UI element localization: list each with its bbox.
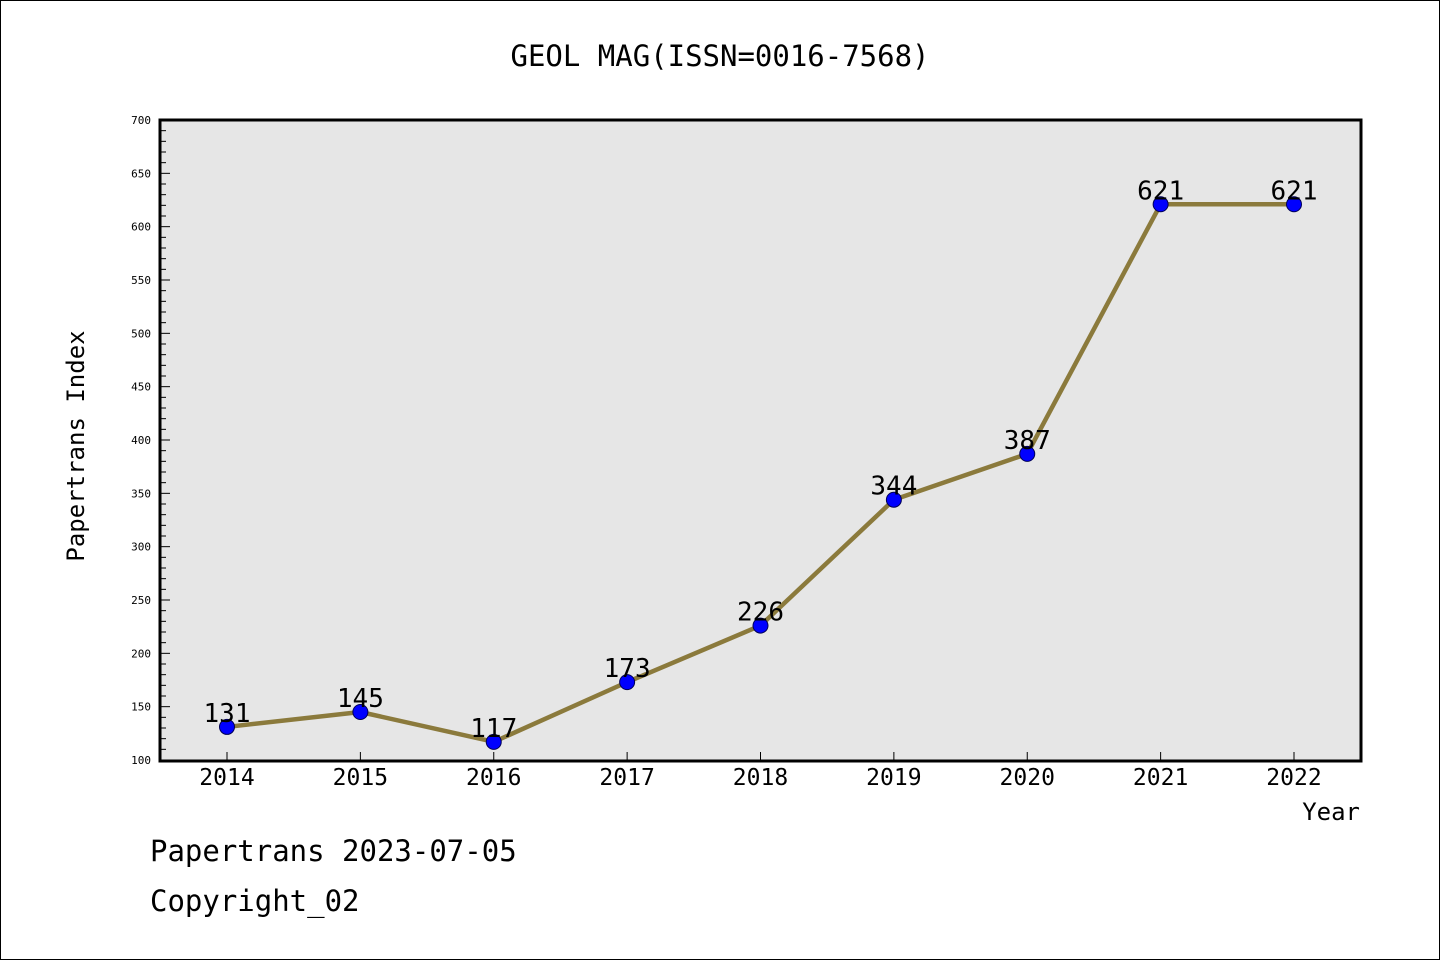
y-tick-label: 600 — [131, 221, 151, 234]
y-tick-label: 550 — [131, 274, 151, 287]
data-label: 226 — [737, 598, 784, 628]
data-point — [485, 733, 502, 750]
y-tick-label: 350 — [131, 487, 151, 500]
y-tick-label: 500 — [131, 327, 151, 340]
data-label: 344 — [870, 472, 917, 502]
series-markers — [219, 196, 1302, 750]
y-tick-label: 450 — [131, 381, 151, 394]
y-axis-label: Papertrans Index — [62, 330, 90, 561]
plot-area — [160, 120, 1361, 761]
x-tick-labels: 2014 2015 2016 2017 2018 2019 2020 2021 2022 — [199, 765, 1321, 791]
x-axis-label: Year — [1302, 798, 1360, 826]
y-tick-label: 150 — [131, 701, 151, 714]
plot-border — [158, 118, 1363, 763]
footer-copyright: Copyright_02 — [150, 884, 360, 918]
y-tick-label: 400 — [131, 434, 151, 447]
footer-date: Papertrans 2023-07-05 — [150, 834, 517, 868]
x-tick-label: 2016 — [466, 765, 521, 791]
y-tick-label: 650 — [131, 167, 151, 180]
x-tick-label: 2014 — [199, 765, 254, 791]
x-tick-label: 2022 — [1266, 765, 1321, 791]
data-point — [352, 704, 369, 720]
data-label: 621 — [1271, 176, 1318, 206]
x-tick-label: 2019 — [866, 765, 921, 791]
y-tick-labels: 100 150 200 250 300 350 400 450 500 550 600 650 700 — [131, 114, 151, 767]
y-tick-label: 200 — [131, 647, 151, 660]
x-tick-label: 2018 — [733, 765, 788, 791]
y-tick-label: 100 — [131, 754, 151, 767]
x-tick-label: 2021 — [1133, 765, 1188, 791]
data-label: 173 — [604, 654, 651, 684]
data-point — [1152, 196, 1169, 213]
data-point — [219, 718, 235, 735]
data-point — [885, 491, 902, 508]
data-label: 131 — [204, 699, 251, 729]
data-label: 145 — [337, 684, 384, 714]
y-tick-label: 300 — [131, 541, 151, 554]
x-tick-label: 2015 — [333, 765, 388, 791]
data-point — [752, 617, 769, 634]
data-point — [1019, 445, 1036, 462]
chart-title: GEOL MAG(ISSN=0016-7568) — [510, 39, 929, 73]
y-tick-label: 700 — [131, 114, 151, 127]
data-label: 117 — [470, 714, 517, 744]
x-tick-label: 2017 — [599, 765, 654, 791]
data-label: 387 — [1004, 426, 1051, 456]
data-label: 621 — [1137, 176, 1184, 206]
data-point — [619, 674, 636, 691]
y-tick-label: 250 — [131, 594, 151, 607]
x-tick-label: 2020 — [1000, 765, 1055, 791]
data-labels: 131 145 117 173 226 344 387 621 621 — [204, 176, 1318, 744]
data-point — [1286, 196, 1302, 213]
